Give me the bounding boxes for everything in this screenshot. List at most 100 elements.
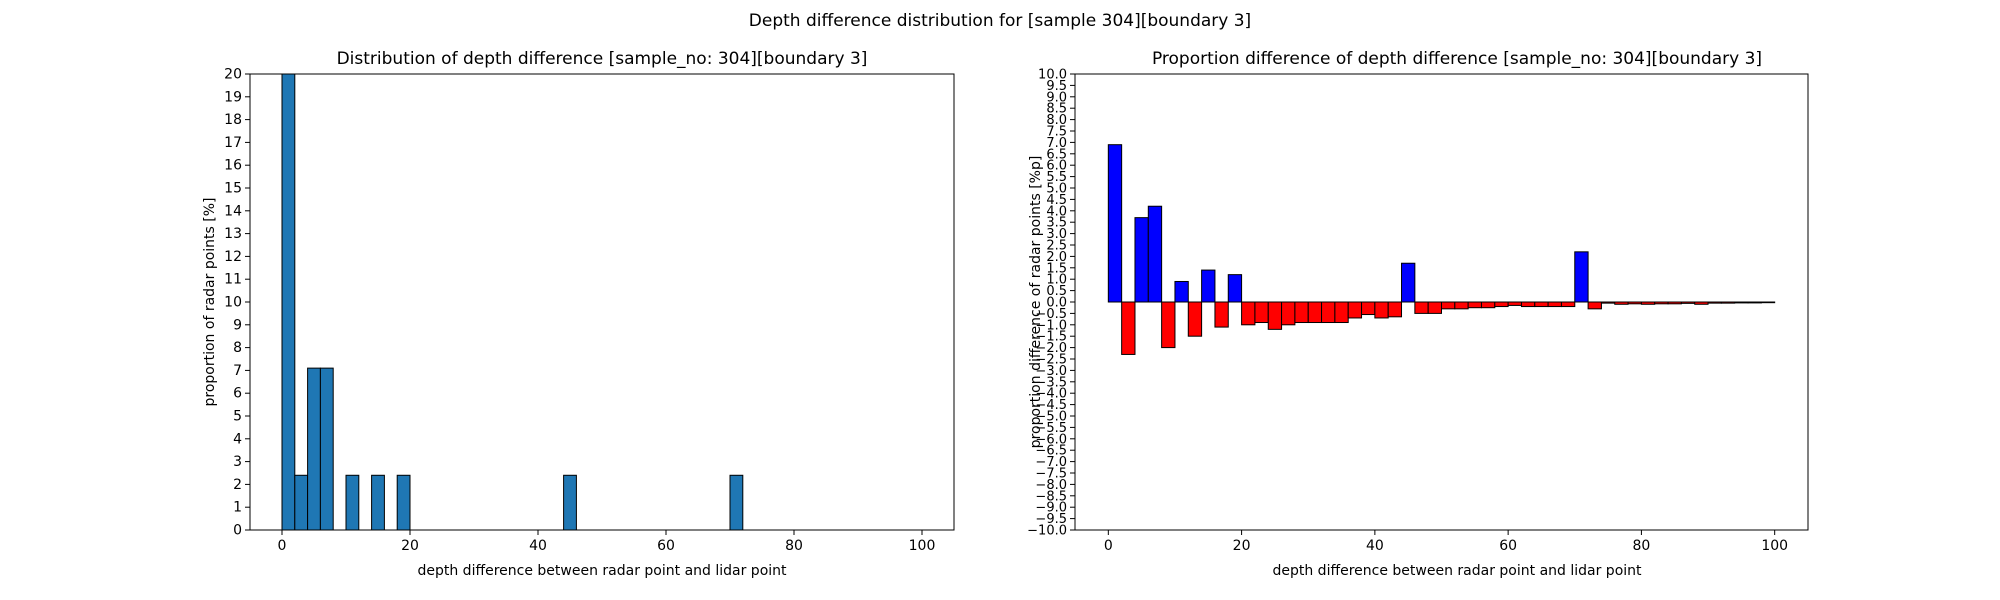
chart-right-ytick-label: 7.5 xyxy=(1046,125,1067,140)
chart-left-ytick-label: 4 xyxy=(233,431,242,447)
chart-right-ytick-label: −4.0 xyxy=(1035,387,1067,402)
chart-left-ytick-label: 11 xyxy=(224,272,242,288)
chart-left-ytick-label: 3 xyxy=(233,454,242,470)
chart-left-ytick-label: 12 xyxy=(224,249,242,265)
chart-right-bar xyxy=(1747,301,1762,304)
chart-right-bar xyxy=(1600,301,1616,304)
chart-right-ytick-label: 2.5 xyxy=(1046,239,1067,254)
chart-right-xtick-label: 100 xyxy=(1761,538,1788,554)
chart-right-ytick-label: 5.0 xyxy=(1046,182,1067,197)
chart-right-bar xyxy=(1334,301,1349,324)
chart-right-bar xyxy=(1760,301,1776,304)
chart-right-bar xyxy=(1174,280,1189,303)
chart-left-xtick-label: 0 xyxy=(278,538,287,554)
chart-right-bar xyxy=(1587,301,1602,310)
chart-right-bar xyxy=(1547,301,1562,308)
chart-left-bar xyxy=(281,73,296,531)
chart-left-ytick-label: 16 xyxy=(224,158,242,174)
chart-proportion-difference: Proportion difference of depth differenc… xyxy=(1027,49,1809,579)
chart-right-bar xyxy=(1640,301,1656,305)
chart-right-bar xyxy=(1227,274,1243,303)
chart-right-ytick-label: −6.5 xyxy=(1035,444,1067,459)
chart-right-bar xyxy=(1467,301,1482,309)
chart-right-plot-area: 0 20 40 60 80 100 −10.0−9.5−9.0−8.5−8.0−7.5−7.… xyxy=(1027,68,1809,554)
chart-left-ytick-label: 7 xyxy=(233,363,242,379)
chart-left-bar xyxy=(371,474,385,531)
chart-right-ytick-label: 2.0 xyxy=(1046,250,1067,265)
chart-right-bar xyxy=(1574,251,1589,303)
chart-right-bar xyxy=(1707,301,1722,304)
chart-right-bar xyxy=(1507,301,1522,306)
chart-right-bar xyxy=(1361,301,1376,316)
chart-left-ytick-label: 19 xyxy=(224,89,242,105)
chart-right-bar xyxy=(1494,301,1509,308)
chart-right-xtick-label: 20 xyxy=(1233,538,1251,554)
chart-left-plot-area: 0 20 40 60 80 1000123456789101112131415161718… xyxy=(224,67,955,554)
chart-left-xtick-label: 100 xyxy=(909,538,936,554)
chart-left-xtick-label: 80 xyxy=(785,538,803,554)
chart-right-ytick-label: 4.5 xyxy=(1046,193,1067,208)
chart-right-bar xyxy=(1480,301,1496,309)
chart-left-xlabel: depth difference between radar point and… xyxy=(417,563,787,579)
chart-right-ytick-label: −0.5 xyxy=(1035,307,1067,322)
chart-left-ytick-label: 8 xyxy=(233,340,242,356)
chart-right-bar xyxy=(1720,301,1736,304)
chart-right-xtick-label: 60 xyxy=(1499,538,1517,554)
chart-right-ytick-label: −10.0 xyxy=(1027,524,1067,539)
chart-right-bar xyxy=(1401,262,1416,303)
chart-left-bar xyxy=(396,474,411,531)
chart-right-ytick-label: −7.0 xyxy=(1035,455,1067,470)
chart-left-bar xyxy=(319,367,334,531)
chart-depth-distribution: Distribution of depth difference [sample… xyxy=(202,49,955,579)
chart-right-bar xyxy=(1387,301,1403,318)
chart-right-bar xyxy=(1241,301,1256,326)
chart-right-bar xyxy=(1614,301,1629,305)
chart-right-ytick-label: 9.5 xyxy=(1046,79,1067,94)
chart-right-ytick-label: 4.0 xyxy=(1046,204,1067,219)
chart-right-ytick-label: −8.0 xyxy=(1035,478,1067,493)
chart-right-ytick-label: 1.5 xyxy=(1046,261,1067,276)
chart-right-bar xyxy=(1534,301,1549,308)
chart-right-ytick-label: 3.0 xyxy=(1046,227,1067,242)
chart-left-ytick-label: 20 xyxy=(224,67,242,83)
chart-left-title: Distribution of depth difference [sample… xyxy=(337,49,868,69)
chart-right-ytick-label: 3.5 xyxy=(1046,216,1067,231)
chart-right-ytick-label: −9.0 xyxy=(1035,501,1067,516)
chart-right-ytick-label: −6.0 xyxy=(1035,432,1067,447)
chart-right-ytick-label: −8.5 xyxy=(1035,489,1067,504)
chart-left-ytick-label: 2 xyxy=(233,477,242,493)
figure-suptitle: Depth difference distribution for [sampl… xyxy=(749,11,1251,31)
chart-right-ytick-label: −2.0 xyxy=(1035,341,1067,356)
chart-right-bar xyxy=(1214,301,1229,328)
chart-left-bar xyxy=(563,474,577,531)
chart-right-ytick-label: 8.0 xyxy=(1046,113,1067,128)
chart-right-bar xyxy=(1520,301,1536,308)
chart-left-ylabel: proportion of radar points [%] xyxy=(202,197,218,406)
chart-right-bar xyxy=(1414,301,1429,314)
chart-right-bar xyxy=(1347,301,1363,319)
chart-left-ytick-label: 13 xyxy=(224,226,242,242)
chart-left-ytick-label: 18 xyxy=(224,112,242,128)
chart-right-bar xyxy=(1281,301,1296,326)
chart-right-ytick-label: 0.0 xyxy=(1046,296,1067,311)
chart-left-xtick-label: 20 xyxy=(401,538,419,554)
chart-right-ytick-label: −2.5 xyxy=(1035,353,1067,368)
chart-right-bar xyxy=(1294,301,1309,324)
chart-right-bar xyxy=(1254,301,1269,324)
chart-right-bar xyxy=(1121,301,1136,355)
chart-right-ytick-label: 6.0 xyxy=(1046,159,1067,174)
chart-right-ytick-label: −5.0 xyxy=(1035,410,1067,425)
chart-left-xtick-label: 60 xyxy=(657,538,675,554)
chart-right-ytick-label: −9.5 xyxy=(1035,512,1067,527)
chart-left-ytick-label: 9 xyxy=(233,317,242,333)
chart-right-ytick-label: −1.5 xyxy=(1035,330,1067,345)
chart-right-ytick-label: 8.5 xyxy=(1046,102,1067,117)
chart-left-ytick-label: 5 xyxy=(233,409,242,425)
chart-right-bar xyxy=(1560,301,1576,308)
chart-right-bar xyxy=(1680,301,1696,304)
chart-right-bar xyxy=(1441,301,1456,310)
chart-left-xtick-label: 40 xyxy=(529,538,547,554)
chart-left-bar xyxy=(345,474,360,531)
chart-right-title: Proportion difference of depth differenc… xyxy=(1152,49,1762,69)
chart-left-axes-frame xyxy=(249,73,955,531)
